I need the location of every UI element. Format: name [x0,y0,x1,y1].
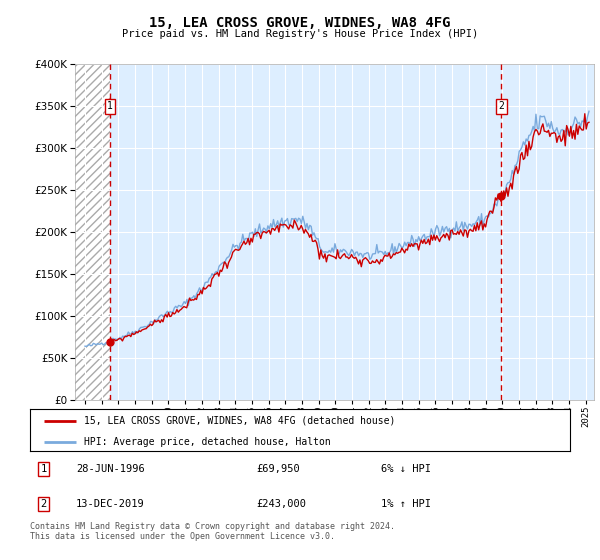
Text: 1% ↑ HPI: 1% ↑ HPI [381,499,431,509]
Text: 15, LEA CROSS GROVE, WIDNES, WA8 4FG (detached house): 15, LEA CROSS GROVE, WIDNES, WA8 4FG (de… [84,416,395,426]
Text: £243,000: £243,000 [257,499,307,509]
Text: 1: 1 [40,464,47,474]
Text: HPI: Average price, detached house, Halton: HPI: Average price, detached house, Halt… [84,437,331,446]
Text: Contains HM Land Registry data © Crown copyright and database right 2024.
This d: Contains HM Land Registry data © Crown c… [30,522,395,542]
Text: 28-JUN-1996: 28-JUN-1996 [76,464,145,474]
Text: Price paid vs. HM Land Registry's House Price Index (HPI): Price paid vs. HM Land Registry's House … [122,29,478,39]
Text: 15, LEA CROSS GROVE, WIDNES, WA8 4FG: 15, LEA CROSS GROVE, WIDNES, WA8 4FG [149,16,451,30]
Text: 2: 2 [499,101,505,111]
Bar [75,64,110,400]
Text: 6% ↓ HPI: 6% ↓ HPI [381,464,431,474]
Text: £69,950: £69,950 [257,464,301,474]
Text: 2: 2 [40,499,47,509]
Text: 13-DEC-2019: 13-DEC-2019 [76,499,145,509]
Text: 1: 1 [107,101,113,111]
